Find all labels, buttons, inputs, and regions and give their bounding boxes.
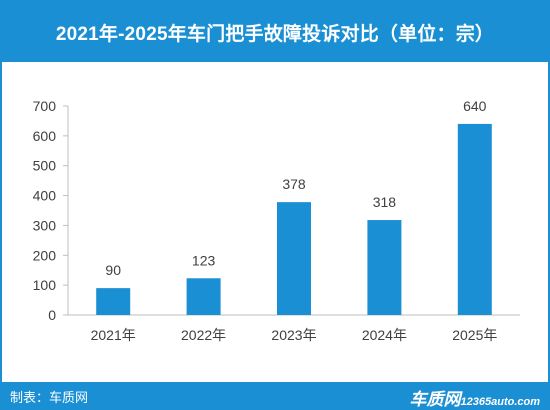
y-tick-label: 100 — [33, 277, 57, 293]
site-logo: 车质网12365auto.com — [409, 385, 540, 409]
data-label: 90 — [105, 262, 121, 278]
bar — [96, 288, 131, 315]
footer-maker: 制表：车质网 — [10, 390, 89, 405]
bar — [186, 278, 221, 315]
data-label: 640 — [463, 98, 487, 114]
y-tick-label: 400 — [33, 188, 57, 204]
data-label: 378 — [282, 176, 306, 192]
y-tick-label: 500 — [33, 158, 57, 174]
y-tick-label: 700 — [33, 98, 57, 114]
bar — [277, 202, 311, 315]
y-tick-label: 0 — [48, 307, 56, 323]
x-tick-label: 2023年 — [271, 327, 316, 343]
site-logo-text: 车质网 — [409, 390, 461, 409]
bar — [367, 220, 402, 315]
chart-title: 2021年-2025年车门把手故障投诉对比（单位：宗） — [2, 2, 548, 62]
data-label: 318 — [373, 194, 397, 210]
y-tick-label: 600 — [33, 128, 57, 144]
x-tick-label: 2022年 — [181, 327, 226, 343]
y-tick-label: 300 — [33, 217, 57, 233]
site-logo-url: 12365auto.com — [460, 396, 540, 408]
data-label: 123 — [192, 252, 216, 268]
bar-chart: 0 100 200 300 400 500 600 700 90 2021年 123 2022年 378… — [33, 98, 520, 343]
x-tick-label: 2021年 — [91, 327, 136, 343]
bar — [457, 123, 492, 315]
chart-area: 0 100 200 300 400 500 600 700 90 2021年 123 2022年 378… — [2, 62, 548, 382]
footer-bar: 制表：车质网 车质网12365auto.com — [2, 382, 548, 408]
x-tick-label: 2024年 — [362, 327, 407, 343]
x-tick-label: 2025年 — [452, 327, 497, 343]
y-tick-label: 200 — [33, 247, 57, 263]
